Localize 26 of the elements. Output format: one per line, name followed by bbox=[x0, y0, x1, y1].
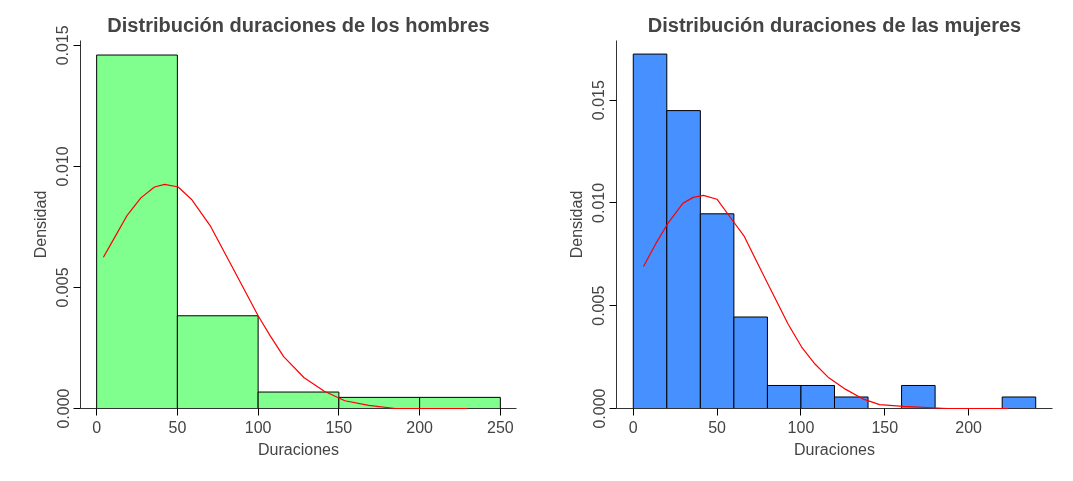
y-axis-title: Densidad bbox=[567, 190, 585, 259]
x-tick-label: 50 bbox=[708, 418, 727, 436]
x-tick-label: 150 bbox=[871, 418, 899, 436]
y-tick-label: 0.015 bbox=[54, 25, 72, 66]
x-tick-label: 250 bbox=[487, 418, 514, 436]
y-tick-label: 0.015 bbox=[590, 80, 608, 121]
x-tick-label: 0 bbox=[628, 418, 638, 436]
y-axis-title: Densidad bbox=[31, 190, 49, 259]
x-tick-label: 200 bbox=[406, 418, 434, 436]
chart-title: Distribución duraciones de las mujeres bbox=[647, 13, 1022, 36]
y-tick-label: 0.010 bbox=[54, 146, 72, 187]
x-axis-title: Duraciones bbox=[258, 440, 339, 458]
y-tick-label: 0.005 bbox=[590, 285, 608, 326]
chart-title: Distribución duraciones de los hombres bbox=[107, 13, 490, 36]
x-tick-label: 100 bbox=[787, 418, 815, 436]
y-tick-label: 0.000 bbox=[590, 388, 608, 429]
x-tick-label: 0 bbox=[92, 418, 102, 436]
line-series bbox=[102, 183, 469, 410]
x-tick-label: 50 bbox=[168, 418, 187, 436]
y-tick-label: 0.005 bbox=[54, 267, 72, 308]
x-tick-label: 150 bbox=[325, 418, 353, 436]
x-tick-label: 100 bbox=[244, 418, 272, 436]
y-tick-label: 0.000 bbox=[54, 388, 72, 429]
x-axis-title: Duraciones bbox=[794, 440, 875, 458]
x-tick-label: 200 bbox=[955, 418, 983, 436]
y-tick-label: 0.010 bbox=[590, 182, 608, 223]
